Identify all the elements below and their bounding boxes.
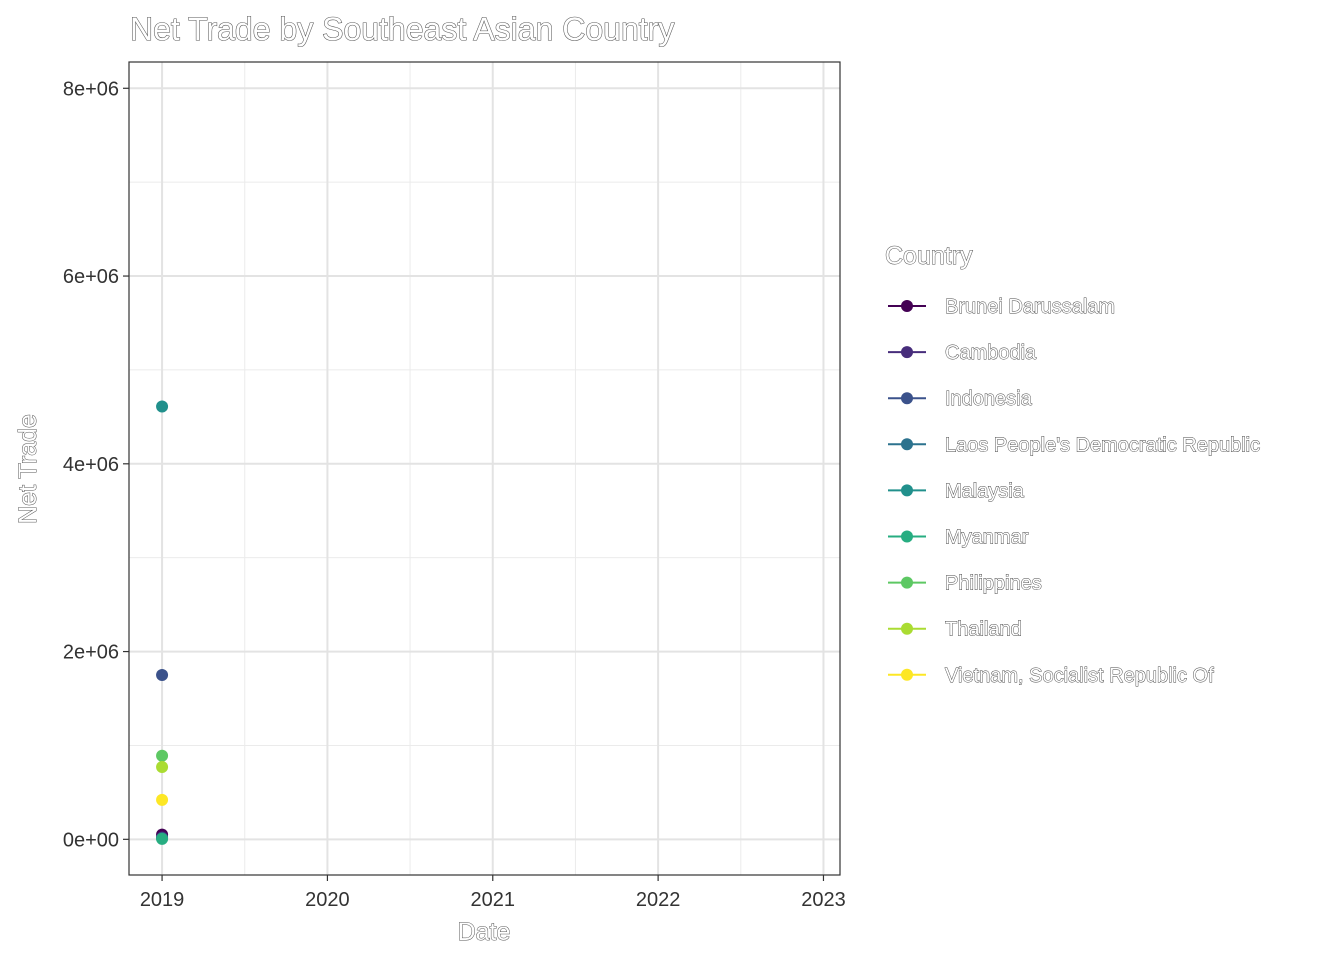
legend-item: Malaysia — [888, 480, 1025, 503]
legend-items: Brunei Darussalam Cambodia Indonesia Laos P… — [888, 296, 1261, 687]
legend-key-point — [901, 622, 913, 635]
y-axis-ticks: 0e+00 2e+06 4e+06 6e+06 8e+06 — [63, 78, 129, 851]
x-tick-label: 2020 — [305, 889, 350, 911]
chart-title: Net Trade by Southeast Asian Country — [130, 11, 674, 47]
legend-key-point — [901, 530, 913, 543]
legend-label: Malaysia — [945, 480, 1025, 502]
legend-item: Indonesia — [888, 388, 1033, 411]
legend-item: Thailand — [888, 618, 1022, 641]
data-point — [156, 761, 169, 774]
x-tick-label: 2022 — [636, 889, 681, 911]
x-tick-label: 2021 — [471, 889, 516, 911]
data-points — [156, 400, 169, 845]
legend-key-point — [901, 346, 913, 359]
data-point — [156, 749, 169, 762]
y-tick-label: 4e+06 — [63, 454, 119, 476]
legend-item: Cambodia — [888, 342, 1037, 365]
legend-label: Myanmar — [945, 527, 1029, 549]
y-axis-title: Net Trade — [14, 414, 42, 524]
minor-gridlines — [129, 62, 840, 875]
legend-label: Thailand — [945, 619, 1022, 641]
data-point — [156, 793, 169, 806]
y-tick-label: 2e+06 — [63, 642, 119, 664]
y-tick-label: 0e+00 — [63, 829, 119, 851]
major-gridlines — [129, 62, 840, 875]
legend-key-point — [901, 438, 913, 451]
legend-item: Brunei Darussalam — [888, 296, 1116, 318]
x-tick-label: 2019 — [140, 889, 185, 911]
x-axis-ticks: 2019 2020 2021 2022 2023 — [140, 875, 846, 911]
legend-key-point — [901, 668, 913, 681]
legend-item: Philippines — [888, 572, 1042, 595]
plot-border — [128, 61, 841, 876]
legend-label: Cambodia — [945, 342, 1037, 364]
data-point — [156, 669, 169, 682]
y-tick-label: 6e+06 — [63, 266, 119, 288]
legend-item: Vietnam, Socialist Republic Of — [888, 664, 1215, 687]
legend-title: Country — [885, 242, 973, 270]
legend-key-point — [901, 392, 913, 405]
x-tick-label: 2023 — [801, 889, 846, 911]
y-tick-label: 8e+06 — [63, 78, 119, 100]
legend-key-point — [901, 484, 913, 497]
legend-key-point — [901, 300, 913, 312]
plot-frame — [128, 61, 841, 876]
legend-key-point — [901, 576, 913, 589]
plot-background — [129, 62, 840, 875]
x-axis-title: Date — [458, 918, 511, 946]
legend-label: Brunei Darussalam — [945, 296, 1115, 318]
data-point — [156, 832, 169, 845]
legend-item: Laos People's Democratic Republic — [888, 434, 1261, 457]
legend: Country Brunei Darussalam Cambodia Indones… — [885, 242, 1261, 688]
data-point — [156, 400, 169, 413]
legend-item: Myanmar — [888, 526, 1029, 549]
legend-label: Laos People's Democratic Republic — [945, 434, 1260, 456]
legend-label: Vietnam, Socialist Republic Of — [945, 665, 1214, 687]
legend-label: Philippines — [945, 573, 1042, 595]
plot-panel — [129, 62, 840, 875]
legend-label: Indonesia — [945, 388, 1033, 410]
